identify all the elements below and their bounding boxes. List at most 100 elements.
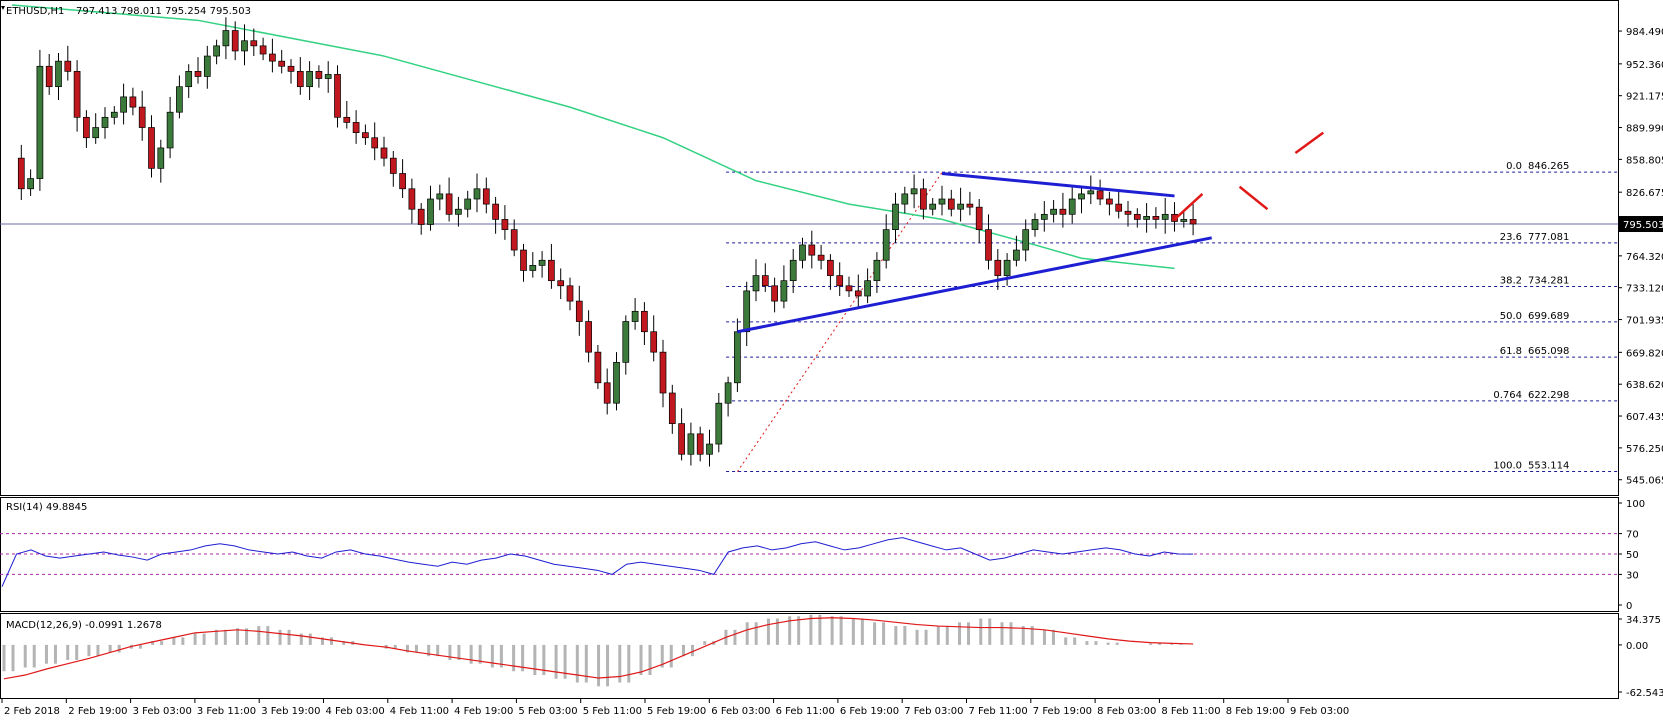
bearish-candle — [761, 275, 769, 287]
bearish-candle — [836, 275, 844, 287]
bearish-candle — [548, 259, 555, 282]
projection-segment — [1294, 131, 1325, 155]
bullish-candle — [27, 178, 34, 190]
fib-ratio-label: 23.6 — [1500, 232, 1522, 243]
macd-pane[interactable]: 34.375 0.00 -62.5438 — [2, 614, 1663, 699]
bullish-candle — [306, 71, 313, 88]
bullish-candle — [1161, 213, 1169, 220]
bullish-candle — [529, 265, 537, 271]
time-tick-label: 5 Feb 11:00 — [583, 706, 642, 717]
fib-ratio-label: 100.0 — [1493, 461, 1522, 472]
price-tick-label: 701.935 — [1626, 316, 1663, 327]
macd-tick-label: 0.00 — [1626, 641, 1648, 652]
bearish-candle — [585, 321, 592, 353]
bullish-candle — [743, 290, 751, 333]
support-trendline — [737, 236, 1212, 334]
bearish-candle — [73, 71, 81, 118]
bearish-candle — [259, 45, 267, 55]
price-tick-label: 858.805 — [1626, 155, 1663, 166]
price-badge-bg — [1619, 216, 1663, 233]
bullish-candle — [882, 229, 890, 261]
bearish-candle — [45, 65, 53, 88]
fib-ratio-label: 61.8 — [1500, 346, 1522, 357]
bullish-candle — [864, 280, 871, 297]
bearish-candle — [296, 71, 304, 88]
bearish-candle — [129, 96, 137, 108]
bearish-candle — [947, 198, 955, 210]
header-menu-icon — [1, 6, 5, 10]
rsi-tick-label: 30 — [1626, 570, 1639, 581]
bullish-candle — [55, 60, 62, 88]
fib-ratio-label: 50.0 — [1500, 311, 1522, 322]
bearish-candle — [278, 60, 286, 67]
time-axis: 2 Feb 2018 2 Feb 19:00 3 Feb 03:00 3 Feb 11… — [1, 698, 1349, 717]
time-tick-label: 5 Feb 03:00 — [518, 706, 577, 717]
price-tick-label: 921.175 — [1626, 92, 1663, 103]
macd-tick-label: -62.5438 — [1626, 688, 1663, 699]
bearish-candle — [1096, 190, 1104, 200]
fib-ratio-label: 0.764 — [1493, 390, 1522, 401]
macd-title: MACD(12,26,9) -0.0991 1.2678 — [6, 620, 162, 631]
bullish-candle — [92, 127, 100, 139]
bearish-candle — [343, 116, 351, 123]
bullish-candle — [1180, 219, 1188, 222]
price-tick-label: 576.250 — [1626, 444, 1663, 455]
bearish-candle — [808, 244, 816, 256]
bullish-candle — [724, 382, 732, 404]
time-tick-label: 6 Feb 11:00 — [776, 706, 835, 717]
time-tick-label: 7 Feb 03:00 — [904, 706, 963, 717]
price-tick-label: 545.065 — [1626, 476, 1663, 487]
bearish-candle — [269, 53, 276, 62]
bullish-candle — [799, 244, 806, 261]
rsi-title: RSI(14) 49.8845 — [6, 502, 87, 513]
time-tick-label: 2 Feb 2018 — [4, 706, 60, 717]
rsi-pane[interactable]: 100 70 50 30 0 — [0, 499, 1645, 612]
time-tick-label: 2 Feb 19:00 — [68, 706, 127, 717]
time-tick-label: 4 Feb 11:00 — [390, 706, 449, 717]
bullish-candle — [1022, 229, 1030, 251]
bullish-candle — [910, 188, 918, 195]
fib-ratio-label: 38.2 — [1500, 276, 1522, 287]
bearish-candle — [389, 157, 397, 174]
bullish-candle — [1050, 208, 1057, 215]
bearish-candle — [408, 188, 416, 210]
bullish-candle — [715, 402, 723, 445]
bullish-candle — [36, 65, 44, 179]
bullish-candle — [157, 147, 165, 169]
bearish-candle — [1189, 219, 1197, 225]
rsi-tick-label: 50 — [1626, 550, 1639, 561]
bearish-candle — [250, 40, 258, 47]
price-badge: 795.503 — [1623, 220, 1663, 231]
time-tick-label: 3 Feb 19:00 — [261, 706, 320, 717]
bullish-candle — [203, 55, 211, 77]
time-tick-label: 6 Feb 03:00 — [711, 706, 770, 717]
price-pane[interactable]: 984.490 952.360 921.175 889.990 858.805 826.6… — [0, 4, 1663, 487]
header-ohlc: 797.413 798.011 795.254 795.503 — [76, 6, 251, 17]
time-tick-label: 4 Feb 03:00 — [326, 706, 385, 717]
bullish-candle — [789, 259, 797, 282]
price-tick-label: 889.990 — [1626, 124, 1663, 135]
bullish-candle — [1040, 213, 1048, 220]
bullish-candle — [706, 443, 713, 455]
bearish-candle — [696, 433, 704, 455]
bullish-candle — [241, 40, 248, 52]
bearish-candle — [501, 219, 509, 230]
bullish-candle — [110, 111, 118, 118]
time-tick-label: 4 Feb 19:00 — [454, 706, 513, 717]
bearish-candle — [399, 173, 406, 190]
bearish-candle — [1059, 208, 1067, 215]
bearish-candle — [371, 137, 379, 149]
time-tick-label: 7 Feb 11:00 — [969, 706, 1028, 717]
projection-segment — [1238, 185, 1269, 211]
projection-segment — [1173, 192, 1204, 221]
price-tick-label: 984.490 — [1626, 27, 1663, 38]
price-tick-label: 638.620 — [1626, 380, 1663, 391]
price-tick-label: 733.120 — [1626, 284, 1663, 295]
bullish-candle — [185, 71, 193, 88]
bullish-candle — [1087, 190, 1095, 195]
bearish-candle — [854, 290, 862, 297]
price-tick-label: 607.435 — [1626, 412, 1663, 423]
time-tick-label: 9 Feb 03:00 — [1290, 706, 1349, 717]
bullish-candle — [166, 111, 174, 149]
